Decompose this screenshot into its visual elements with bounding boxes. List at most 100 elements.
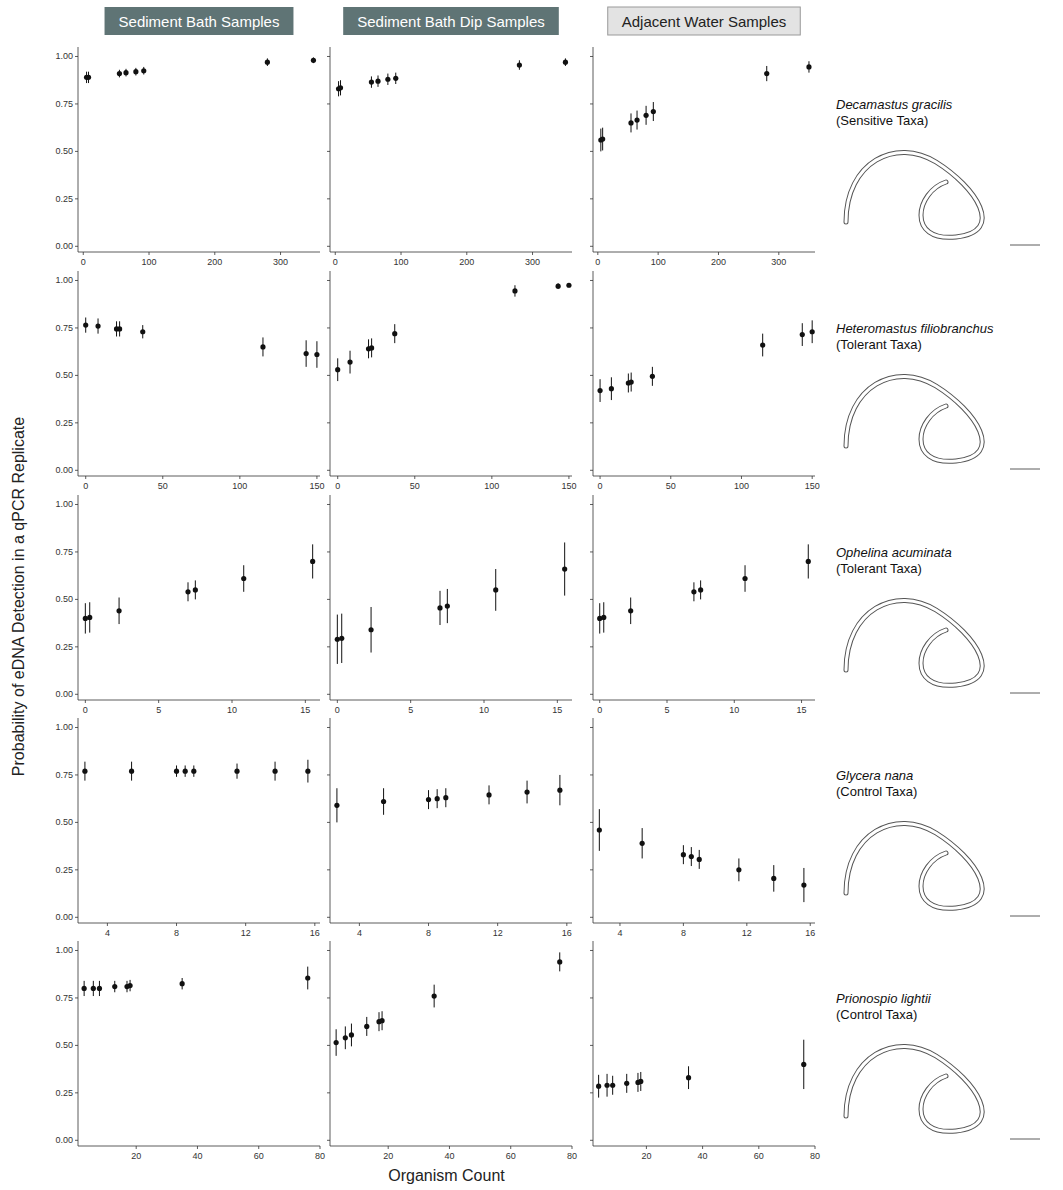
x-tick-label: 300 [525, 257, 540, 267]
x-tick-label: 100 [734, 481, 749, 491]
point [443, 795, 448, 800]
x-tick [410, 700, 411, 703]
y-tick [327, 504, 330, 505]
y-tick-label: 1.00 [55, 275, 73, 285]
x-tick [801, 700, 802, 703]
x-tick [484, 700, 485, 703]
point [334, 1040, 339, 1045]
x-axis-line [593, 923, 815, 924]
x-tick-label: 4 [105, 928, 110, 938]
y-tick [590, 1092, 593, 1093]
x-tick-label: 5 [408, 705, 413, 715]
y-tick [75, 599, 78, 600]
x-tick [85, 700, 86, 703]
y-tick [590, 997, 593, 998]
point [180, 981, 185, 986]
point [640, 841, 645, 846]
x-tick [107, 923, 108, 926]
point [368, 627, 373, 632]
y-tick-label: 0.00 [55, 241, 73, 251]
x-axis-line [593, 252, 815, 253]
x-tick [449, 1146, 450, 1149]
point [566, 283, 571, 288]
x-axis-line [593, 1146, 815, 1147]
point [392, 331, 397, 336]
x-tick-label: 4 [617, 928, 622, 938]
y-tick-label: 0.50 [55, 1040, 73, 1050]
species-name: Decamastus gracilis [836, 97, 953, 112]
x-tick [683, 923, 684, 926]
x-tick [158, 700, 159, 703]
y-tick [327, 694, 330, 695]
column-header-box [105, 7, 294, 35]
y-tick [75, 470, 78, 471]
point [191, 769, 196, 774]
y-axis-line [78, 47, 79, 252]
x-axis-line [593, 476, 815, 477]
point [117, 326, 122, 331]
y-tick [590, 950, 593, 951]
taxa-group: (Tolerant Taxa) [836, 561, 922, 576]
x-tick-label: 0 [597, 705, 602, 715]
point [609, 386, 614, 391]
x-tick-label: 0 [81, 257, 86, 267]
x-tick [658, 252, 659, 255]
y-tick [75, 422, 78, 423]
x-tick-label: 15 [300, 705, 310, 715]
point [349, 1032, 354, 1037]
species-name: Heteromastus filiobranchus [836, 321, 994, 336]
point [686, 1075, 691, 1080]
y-tick [75, 1092, 78, 1093]
point [562, 566, 567, 571]
point [624, 1081, 629, 1086]
x-tick [497, 923, 498, 926]
x-tick [316, 476, 317, 479]
x-tick [646, 1146, 647, 1149]
x-tick-label: 0 [83, 705, 88, 715]
x-tick [670, 476, 671, 479]
x-axis-line [330, 252, 572, 253]
x-tick [162, 476, 163, 479]
y-axis-line [78, 718, 79, 923]
x-tick [337, 476, 338, 479]
marks [334, 952, 563, 1055]
x-tick [600, 476, 601, 479]
point [486, 792, 491, 797]
x-tick-label: 0 [335, 705, 340, 715]
panel: 0.000.250.500.751.000100200300 [55, 47, 320, 267]
point [596, 1084, 601, 1089]
x-tick-label: 300 [273, 257, 288, 267]
point [736, 867, 741, 872]
x-tick-label: 20 [641, 1151, 651, 1161]
y-tick [75, 1140, 78, 1141]
x-tick [280, 252, 281, 255]
y-tick [327, 1092, 330, 1093]
x-tick-label: 100 [142, 257, 157, 267]
marks [83, 544, 316, 633]
x-tick-label: 150 [561, 481, 576, 491]
y-tick [327, 869, 330, 870]
marks [596, 1040, 806, 1098]
point [435, 796, 440, 801]
y-tick [327, 375, 330, 376]
x-tick [83, 252, 84, 255]
point [557, 788, 562, 793]
point [97, 986, 102, 991]
y-axis-line [593, 271, 594, 476]
point [698, 587, 703, 592]
x-tick [491, 476, 492, 479]
point [334, 803, 339, 808]
y-tick [75, 504, 78, 505]
worm-illustration-inner [846, 823, 982, 908]
point [806, 64, 811, 69]
y-tick [590, 280, 593, 281]
worm-illustration [846, 152, 982, 237]
x-tick [176, 923, 177, 926]
y-tick [590, 694, 593, 695]
x-tick-label: 80 [567, 1151, 577, 1161]
marks [84, 57, 316, 83]
y-tick [327, 422, 330, 423]
panel: 20406080 [327, 941, 577, 1161]
x-axis-line [330, 1146, 572, 1147]
y-tick [327, 280, 330, 281]
